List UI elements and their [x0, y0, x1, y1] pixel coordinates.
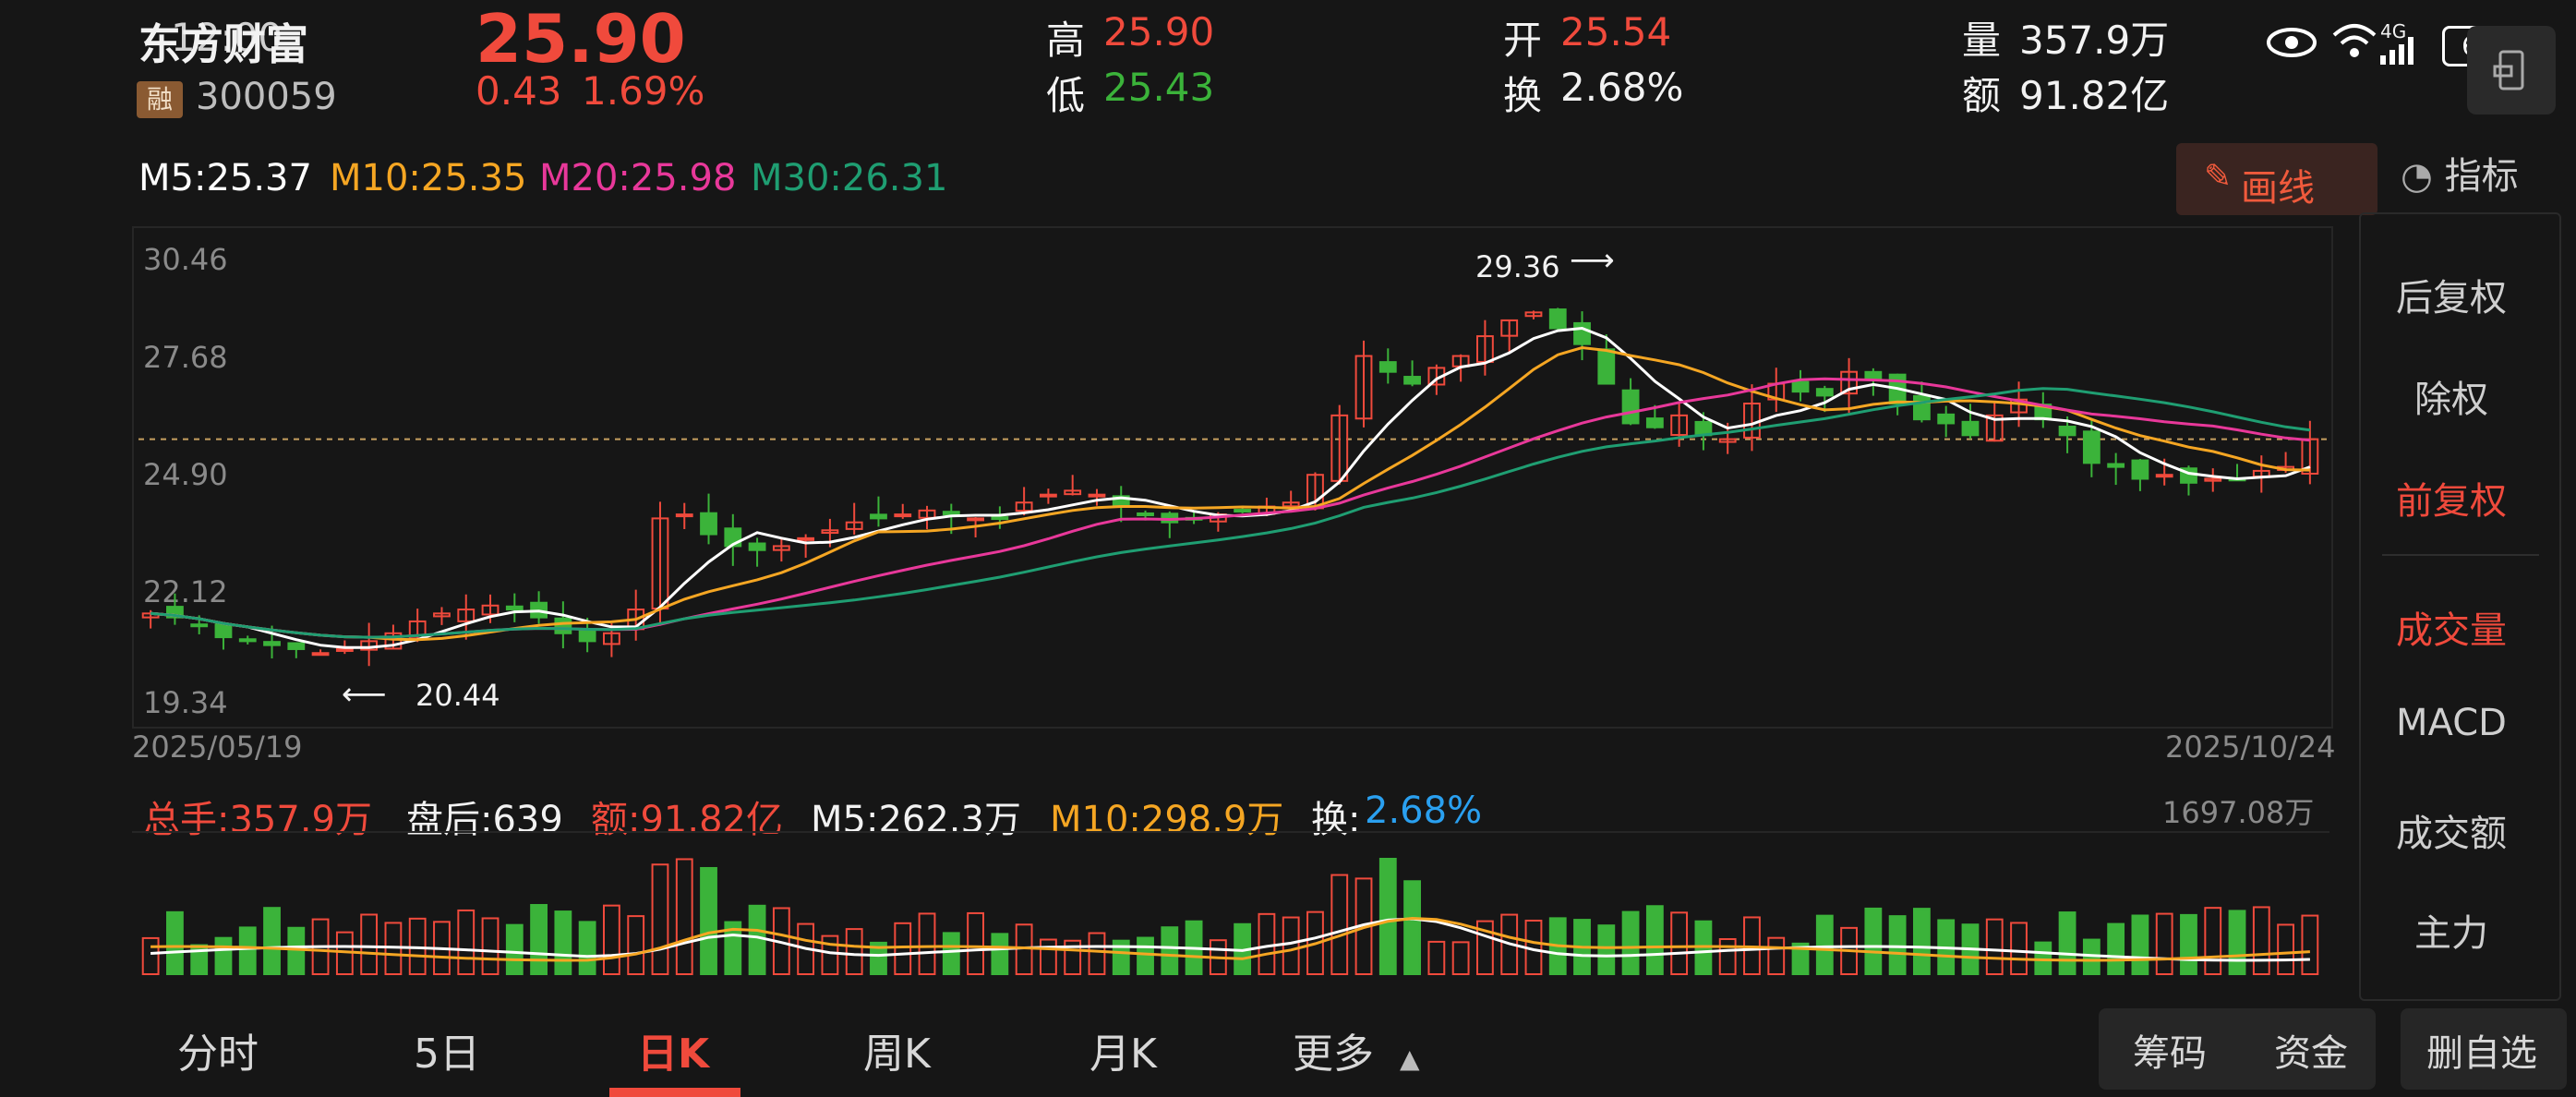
side-item-amount[interactable]: 成交额	[2396, 813, 2507, 855]
current-price: 25.90	[475, 0, 686, 78]
volume-label: 量	[1962, 18, 2002, 63]
ma30-legend: M30:26.31	[751, 157, 948, 199]
network-type: 4G	[2380, 20, 2407, 42]
ma10-legend: M10:25.35	[330, 157, 527, 199]
kline-chart-frame[interactable]	[132, 226, 2333, 729]
vol-m5: M5:262.3万	[811, 799, 1021, 841]
vol-max: 1697.08万	[2162, 795, 2315, 830]
turnover-value: 2.68%	[1560, 65, 1684, 110]
y-tick-3: 24.90	[143, 457, 228, 492]
chips-funds-group	[2099, 1008, 2376, 1090]
pencil-icon: ✎	[2204, 158, 2233, 196]
draw-line-button[interactable]: ✎ 画线	[2176, 143, 2377, 215]
caret-up-icon: ▲	[1400, 1043, 1420, 1074]
side-item-volume[interactable]: 成交量	[2396, 609, 2507, 652]
gauge-icon: ◔	[2401, 155, 2433, 198]
ma20-legend: M20:25.98	[539, 157, 737, 199]
amount-label: 额	[1962, 73, 2002, 118]
time-overlay: 12:00	[171, 15, 283, 60]
landscape-icon[interactable]	[2467, 26, 2556, 115]
date-start: 2025/05/19	[132, 729, 303, 765]
min-arrow-icon: ⟵	[342, 676, 387, 713]
amount-value: 91.82亿	[2019, 73, 2170, 118]
stock-code: 300059	[196, 76, 337, 118]
tab-monthly-k[interactable]: 月K	[1089, 1031, 1157, 1078]
tab-weekly-k[interactable]: 周K	[863, 1031, 931, 1078]
side-item-pre-adjust[interactable]: 前复权	[2396, 480, 2507, 523]
vol-after-hours: 盘后:639	[406, 799, 563, 841]
max-price-annotation: 29.36	[1475, 249, 1560, 284]
tab-active-indicator	[609, 1088, 740, 1097]
draw-line-label: 画线	[2241, 167, 2315, 210]
y-tick-5: 19.34	[143, 685, 228, 720]
high-value: 25.90	[1103, 9, 1215, 54]
tab-more-label: 更多	[1293, 1031, 1374, 1078]
vol-turnover-label: 换:	[1311, 799, 1361, 841]
price-change: 0.43	[475, 68, 562, 114]
min-price-annotation: 20.44	[415, 678, 500, 713]
side-menu	[2359, 212, 2561, 1001]
chips-button[interactable]: 筹码	[2133, 1032, 2207, 1075]
remove-watchlist-label: 删自选	[2426, 1032, 2537, 1075]
vol-turnover: 2.68%	[1365, 790, 1483, 832]
turnover-label: 换	[1503, 73, 1543, 118]
volume-chart-frame[interactable]	[132, 831, 2329, 981]
tab-daily-k[interactable]: 日K	[637, 1031, 710, 1078]
max-arrow-icon: ⟶	[1570, 242, 1615, 279]
tab-5day[interactable]: 5日	[414, 1031, 480, 1078]
price-change-pct: 1.69%	[582, 68, 705, 114]
y-tick-4: 22.12	[143, 574, 228, 609]
side-item-ex-rights[interactable]: 除权	[2414, 379, 2488, 421]
side-item-post-adjust[interactable]: 后复权	[2396, 277, 2507, 319]
open-label: 开	[1503, 18, 1543, 63]
y-tick-2: 27.68	[143, 340, 228, 375]
indicator-button[interactable]: ◔ 指标	[2401, 146, 2519, 199]
volume-value: 357.9万	[2019, 18, 2170, 63]
date-end: 2025/10/24	[2165, 729, 2336, 765]
remove-watchlist-button[interactable]	[2401, 1008, 2567, 1090]
low-label: 低	[1046, 73, 1086, 118]
tab-intraday[interactable]: 分时	[177, 1031, 259, 1078]
y-tick-1: 30.46	[143, 242, 228, 277]
tab-more[interactable]: 更多 ▲	[1293, 1020, 1420, 1079]
ma5-legend: M5:25.37	[138, 157, 312, 199]
high-label: 高	[1046, 18, 1086, 63]
indicator-label: 指标	[2444, 155, 2519, 198]
side-item-main-force[interactable]: 主力	[2414, 912, 2488, 955]
low-value: 25.43	[1103, 65, 1215, 110]
vol-total: 总手:357.9万	[143, 799, 372, 841]
stock-name: 东方财富	[138, 11, 308, 72]
margin-badge: 融	[137, 81, 183, 118]
funds-button[interactable]: 资金	[2274, 1032, 2348, 1075]
vol-m10: M10:298.9万	[1050, 799, 1284, 841]
stock-name-text: 东方财富	[138, 19, 308, 69]
vol-amount: 额:91.82亿	[591, 799, 783, 841]
side-divider	[2382, 554, 2539, 556]
open-value: 25.54	[1560, 9, 1672, 54]
side-item-macd[interactable]: MACD	[2396, 702, 2507, 744]
